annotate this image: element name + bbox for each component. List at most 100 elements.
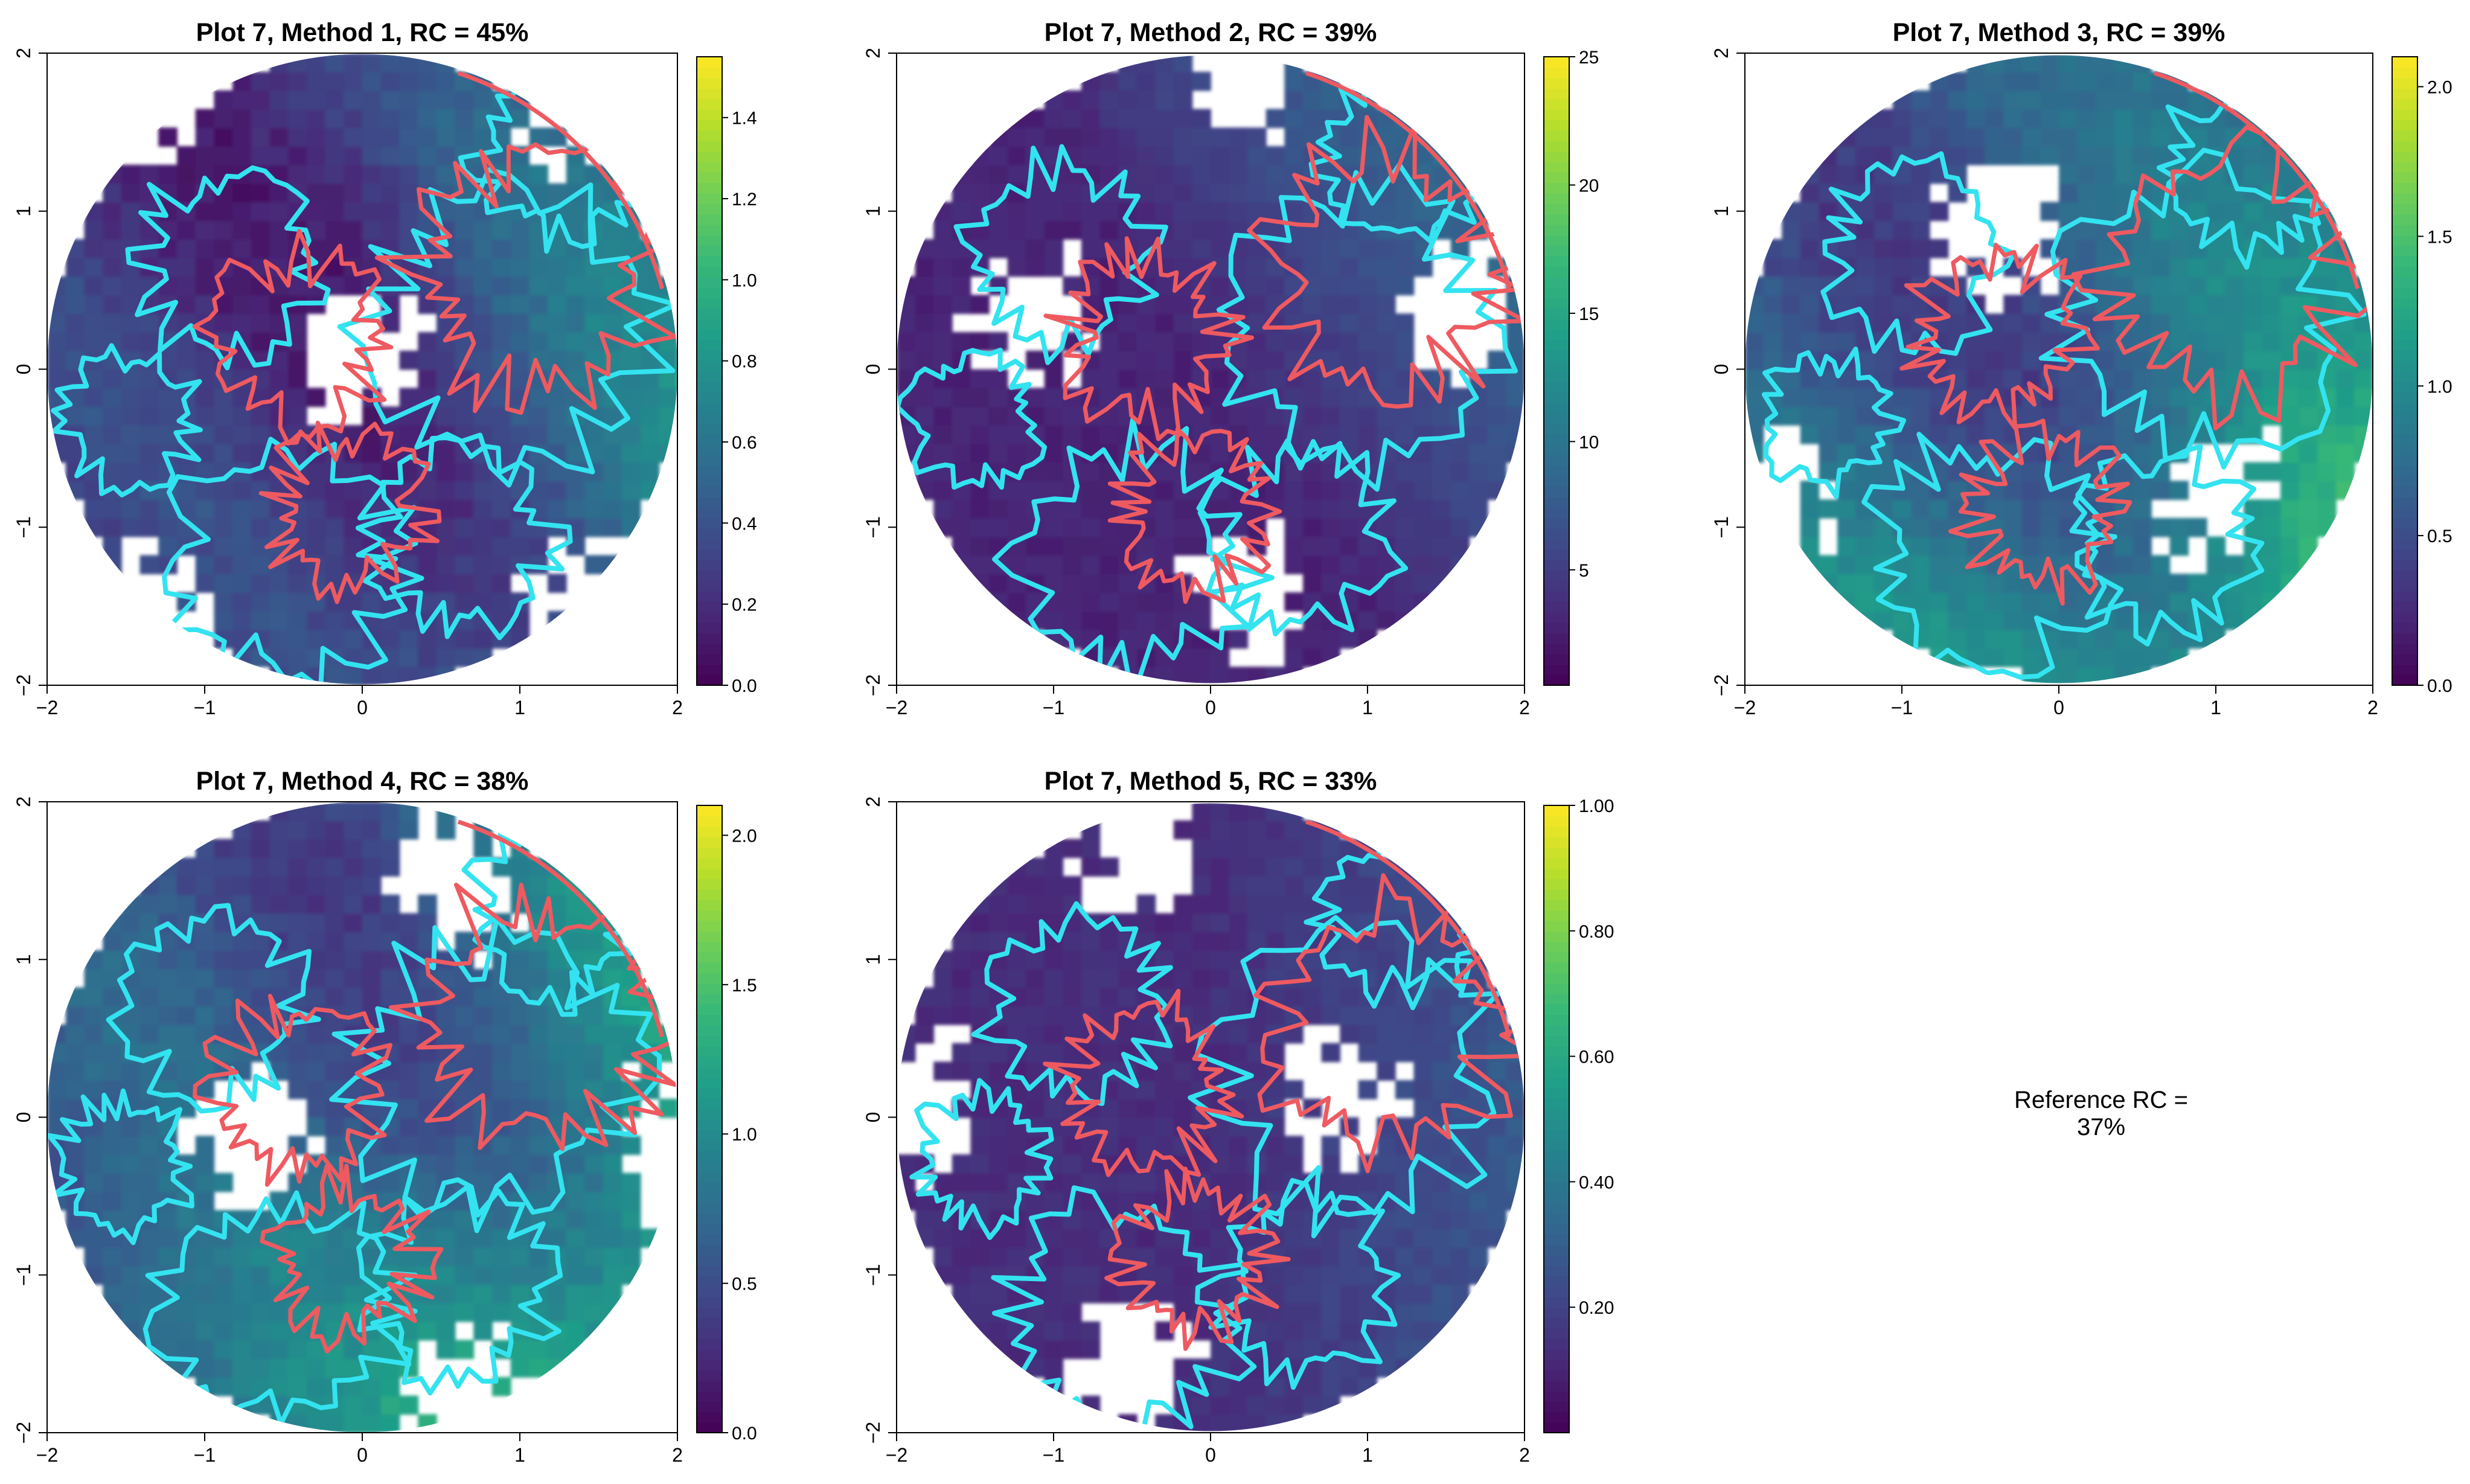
heatmap-field — [47, 802, 677, 1433]
colorbar-swatch — [2392, 151, 2417, 162]
chart-panel-3: Plot 7, Method 3, RC = 39% −2 −1 0 1 2 −2 −1 0 1 2… — [1710, 18, 2452, 718]
colorbar-swatch — [697, 549, 722, 560]
colorbar-swatch — [1544, 88, 1569, 100]
x-axis: −2 −1 0 1 2 — [36, 1433, 683, 1466]
colorbar-swatch — [1544, 983, 1569, 994]
colorbar-swatch — [697, 539, 722, 550]
reference-rc-label: Reference RC = 37% — [2014, 1087, 2188, 1140]
colorbar: 0.20 0.40 0.60 0.80 1.00 — [1543, 796, 1614, 1433]
colorbar-swatch — [697, 1265, 722, 1277]
colorbar-swatch — [697, 120, 722, 131]
colorbar-swatch — [697, 130, 722, 141]
colorbar-swatch — [2392, 539, 2417, 550]
y-axis: −2 −1 0 1 2 — [13, 48, 47, 696]
colorbar-swatch — [697, 1317, 722, 1329]
red-outline-group — [193, 883, 677, 1354]
colorbar-swatch — [1544, 633, 1569, 644]
colorbar-swatch — [1544, 329, 1569, 341]
colorbar-swatch — [1544, 140, 1569, 152]
colorbar-swatch — [1544, 339, 1569, 351]
colorbar-swatch — [1544, 1046, 1569, 1057]
colorbar-swatch — [1544, 151, 1569, 162]
colorbar-swatch — [2392, 287, 2417, 299]
colorbar-swatch — [1544, 57, 1569, 68]
y-tick-label: −2 — [1710, 674, 1732, 696]
red-region-outline — [1948, 418, 2132, 606]
x-tick-label: 2 — [1519, 1444, 1530, 1466]
cyan-region-outline — [1820, 151, 2017, 356]
colorbar-swatch — [1544, 381, 1569, 393]
colorbar-swatch — [2392, 77, 2417, 89]
colorbar-swatch — [697, 930, 722, 942]
y-tick-label: 0 — [1710, 364, 1732, 375]
chart-title: Plot 7, Method 4, RC = 38% — [196, 767, 529, 796]
x-tick-label: 1 — [1362, 697, 1373, 718]
colorbar-swatch — [697, 1066, 722, 1078]
colorbar-swatch — [697, 590, 722, 603]
colorbar-swatch — [697, 836, 722, 848]
colorbar-swatch — [697, 962, 722, 974]
colorbar-swatch — [1544, 643, 1569, 654]
x-tick-label: −2 — [36, 1444, 58, 1466]
x-tick-label: 1 — [2210, 697, 2221, 718]
colorbar-swatch — [2392, 433, 2417, 445]
colorbar-swatch — [2392, 329, 2417, 341]
colorbar-swatch — [1544, 1338, 1569, 1350]
cyan-region-outline — [162, 437, 424, 685]
colorbar-swatch — [1544, 130, 1569, 141]
colorbar-swatch — [697, 941, 722, 953]
colorbar-tick-label: 0.0 — [732, 676, 757, 696]
colorbar-swatch — [1544, 805, 1569, 817]
colorbar-swatch — [697, 360, 722, 372]
colorbar-swatch — [697, 1401, 722, 1413]
colorbar: 0.0 0.5 1.0 1.5 2.0 — [2392, 56, 2452, 696]
colorbar-swatch — [2392, 633, 2417, 644]
colorbar-swatch — [697, 1349, 722, 1360]
y-tick-label: 1 — [13, 206, 34, 217]
red-region-outline — [1104, 1166, 1291, 1351]
colorbar-swatch — [697, 633, 722, 644]
cyan-region-outline — [1861, 432, 2124, 680]
colorbar-swatch — [697, 486, 722, 497]
y-tick-label: 2 — [862, 48, 884, 59]
colorbar-tick-label: 0.5 — [732, 1275, 757, 1294]
colorbar-swatch — [697, 308, 722, 319]
colorbar-swatch — [2392, 214, 2417, 225]
colorbar-tick-label: 0.4 — [732, 514, 757, 534]
colorbar-swatch — [697, 1098, 722, 1110]
colorbar-swatch — [697, 622, 722, 634]
colorbar-swatch — [1544, 1182, 1569, 1193]
colorbar-swatch — [1544, 287, 1569, 299]
y-tick-label: −1 — [1710, 516, 1732, 538]
colorbar-tick-label: 0.6 — [732, 433, 757, 453]
colorbar-swatch — [2392, 130, 2417, 141]
colorbar-swatch — [2392, 549, 2417, 560]
colorbar-swatch — [697, 1390, 722, 1402]
colorbar-swatch — [697, 277, 722, 288]
colorbar-swatch — [2392, 371, 2417, 382]
colorbar-swatch — [697, 214, 722, 225]
colorbar-swatch — [1544, 444, 1569, 456]
colorbar-swatch — [1544, 360, 1569, 372]
y-tick-label: 2 — [1710, 48, 1732, 59]
colorbar-swatch — [1544, 1286, 1569, 1297]
colorbar-swatch — [1544, 549, 1569, 560]
red-region-outline — [192, 229, 394, 446]
colorbar-swatch — [697, 161, 722, 173]
colorbar-swatch — [1544, 1108, 1569, 1120]
colorbar-swatch — [1544, 816, 1569, 827]
y-tick-label: 2 — [862, 796, 884, 807]
colorbar-swatch — [697, 1233, 722, 1246]
x-tick-label: 0 — [357, 1444, 368, 1466]
colorbar-swatch — [697, 1255, 722, 1266]
heatmap-field — [47, 54, 677, 685]
colorbar-swatch — [1544, 601, 1569, 613]
cyan-region-outline — [1197, 438, 1409, 637]
colorbar-swatch — [697, 171, 722, 184]
colorbar-swatch — [1544, 1223, 1569, 1235]
colorbar-tick-label: 2.0 — [732, 826, 757, 846]
x-tick-label: 0 — [357, 697, 368, 718]
colorbar-swatch — [697, 570, 722, 581]
x-tick-label: 1 — [514, 1444, 525, 1466]
colorbar-swatch — [697, 805, 722, 817]
